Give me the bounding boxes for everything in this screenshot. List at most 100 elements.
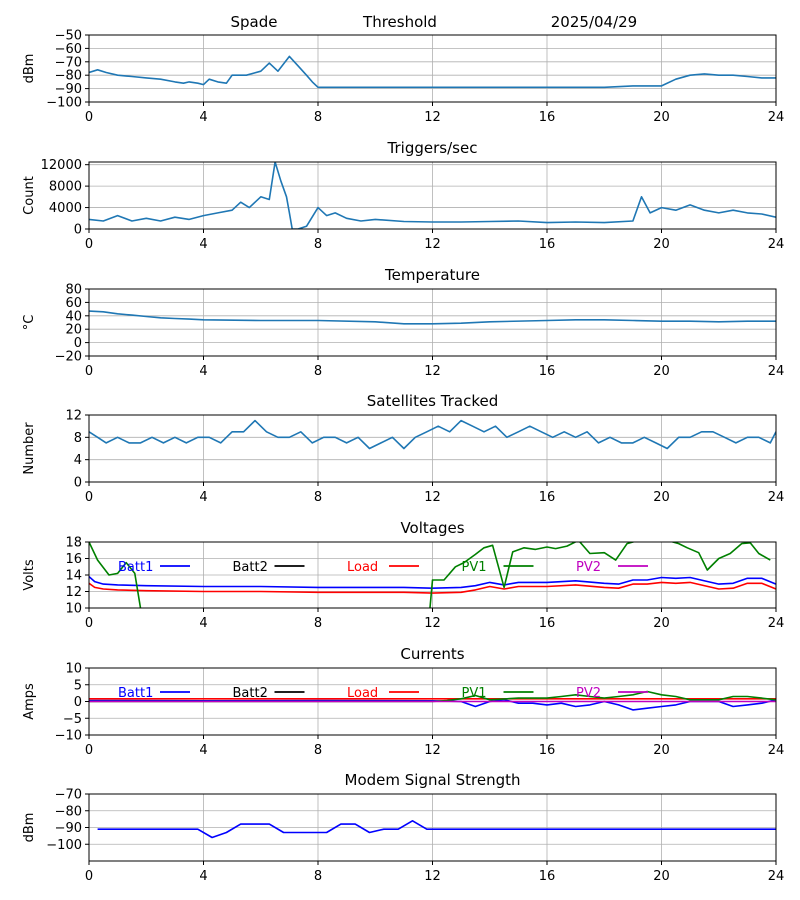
legend-label-pv1: PV1 [462,686,487,701]
x-tick-label: 4 [199,110,207,125]
x-tick-label: 24 [768,616,785,631]
y-tick-label: −60 [55,42,82,57]
y-tick-label: −10 [55,729,82,744]
x-tick-label: 8 [314,743,322,758]
legend-label-batt1: Batt1 [118,686,153,701]
x-tick-label: 0 [85,110,93,125]
y-tick-label: −100 [46,96,82,111]
panel-title: Modem Signal Strength [345,771,521,789]
header-mode: Threshold [362,13,437,31]
legend-label-batt2: Batt2 [233,560,268,575]
y-tick-label: 20 [65,323,82,338]
x-tick-label: 24 [768,110,785,125]
x-tick-label: 20 [653,364,670,379]
y-tick-label: −70 [55,55,82,70]
legend-label-load: Load [347,560,378,575]
x-tick-label: 24 [768,490,785,505]
x-tick-label: 20 [653,490,670,505]
x-tick-label: 20 [653,743,670,758]
x-tick-label: 8 [314,110,322,125]
x-tick-label: 0 [85,364,93,379]
x-tick-label: 24 [768,237,785,252]
header: Spade Threshold 2025/04/29 [231,13,638,31]
series-line-0 [97,819,776,839]
x-tick-label: 24 [768,869,785,884]
y-axis-label: dBm [22,54,37,84]
panel-signal: 0 4 8 12 16 20 24 −100−90−80−70−60−50 dBm [22,29,784,126]
x-tick-label: 0 [85,490,93,505]
x-tick-label: 12 [424,869,441,884]
x-tick-label: 20 [653,869,670,884]
series-line-0 [89,162,776,229]
x-tick-label: 8 [314,490,322,505]
legend-label-pv2: PV2 [576,686,601,701]
y-tick-label: 10 [65,662,82,677]
y-axis-label: dBm [22,813,37,843]
x-tick-label: 0 [85,869,93,884]
x-tick-label: 16 [539,869,556,884]
header-date: 2025/04/29 [551,13,637,31]
x-tick-label: 12 [424,237,441,252]
x-tick-label: 16 [539,237,556,252]
legend-label-load: Load [347,686,378,701]
y-tick-label: −80 [55,804,82,819]
panel-currents: 0 4 8 12 16 20 24 −10 −5 0 510 Currents Amps Batt1 Bat… [22,645,784,758]
x-tick-label: 16 [539,110,556,125]
series-group [89,690,776,711]
y-axis-label: Amps [22,683,37,720]
y-tick-label: 10 [65,602,82,617]
y-tick-label: 12000 [41,158,82,173]
x-tick-label: 24 [768,743,785,758]
y-tick-label: −50 [55,29,82,44]
panel-title: Triggers/sec [387,139,478,157]
x-tick-label: 24 [768,364,785,379]
y-tick-label: 12 [65,585,82,600]
y-tick-label: 0 [74,336,82,351]
series-line-load [89,581,776,594]
y-tick-label: −20 [55,350,82,365]
x-tick-label: 4 [199,743,207,758]
series-line-0 [89,55,776,89]
x-tick-label: 16 [539,743,556,758]
x-tick-label: 12 [424,110,441,125]
y-tick-label: 80 [65,283,82,298]
x-tick-label: 16 [539,490,556,505]
y-tick-label: 14 [65,569,82,584]
series-group [89,419,776,450]
panel-title: Satellites Tracked [367,392,498,410]
x-tick-label: 8 [314,616,322,631]
x-tick-label: 8 [314,869,322,884]
series-group [89,162,776,229]
x-tick-label: 4 [199,616,207,631]
panel-modem: 0 4 8 12 16 20 24 −100 −90 −80−70 Modem Signal Str… [22,771,784,884]
panel-title: Currents [400,645,464,663]
y-tick-label: 40 [65,309,82,324]
x-tick-label: 16 [539,616,556,631]
y-tick-label: 18 [65,536,82,551]
x-tick-label: 20 [653,616,670,631]
x-tick-label: 20 [653,237,670,252]
y-tick-label: −5 [63,712,82,727]
y-axis-label: Volts [22,559,37,591]
x-tick-label: 20 [653,110,670,125]
y-tick-label: 5 [74,678,82,693]
x-tick-label: 16 [539,364,556,379]
panel-triggers: 0 4 8 12 16 20 24 0 4000 8000 12000 Triggers/sec Cou… [22,139,784,252]
y-tick-label: −70 [55,788,82,803]
y-tick-label: 0 [74,476,82,491]
y-tick-label: 0 [74,223,82,238]
panel-title: Voltages [400,519,464,537]
series-line-0 [89,310,776,325]
series-line-0 [89,419,776,450]
y-tick-label: −90 [55,82,82,97]
y-axis-label: Count [22,176,37,215]
y-tick-label: 8 [74,431,82,446]
x-tick-label: 4 [199,490,207,505]
y-tick-label: 4000 [49,201,82,216]
x-tick-label: 12 [424,743,441,758]
x-tick-label: 4 [199,237,207,252]
x-tick-label: 8 [314,237,322,252]
y-tick-label: 12 [65,409,82,424]
